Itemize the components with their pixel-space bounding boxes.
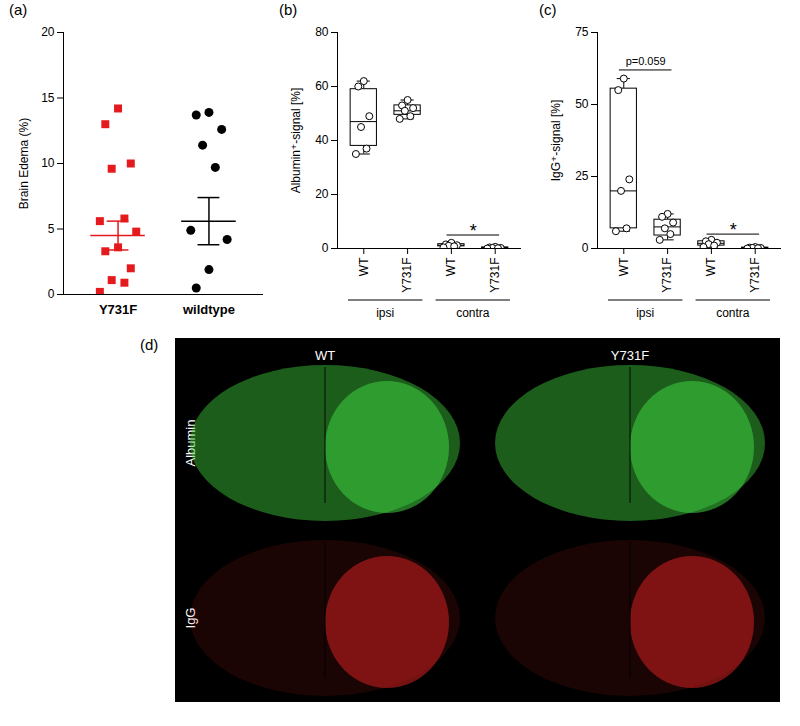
svg-text:WT: WT bbox=[617, 257, 631, 276]
svg-text:Y731F: Y731F bbox=[611, 348, 649, 363]
svg-text:0: 0 bbox=[322, 241, 329, 255]
svg-text:50: 50 bbox=[575, 97, 589, 111]
svg-text:15: 15 bbox=[41, 91, 55, 105]
svg-text:Y731F: Y731F bbox=[660, 258, 674, 293]
svg-text:Y731F: Y731F bbox=[400, 258, 414, 293]
svg-text:ipsi: ipsi bbox=[636, 306, 654, 320]
svg-text:p=0.059: p=0.059 bbox=[626, 55, 666, 67]
svg-text:*: * bbox=[730, 220, 737, 240]
svg-text:contra: contra bbox=[456, 306, 490, 320]
svg-text:WT: WT bbox=[357, 257, 371, 276]
svg-text:Y731F: Y731F bbox=[748, 258, 762, 293]
html-text:(c): (c) bbox=[539, 1, 557, 18]
svg-text:contra: contra bbox=[716, 306, 750, 320]
svg-text:10: 10 bbox=[41, 156, 55, 170]
svg-text:Y731F: Y731F bbox=[99, 302, 137, 317]
svg-text:WT: WT bbox=[444, 257, 458, 276]
svg-text:40: 40 bbox=[315, 133, 329, 147]
svg-text:WT: WT bbox=[704, 257, 718, 276]
svg-text:25: 25 bbox=[575, 169, 589, 183]
html-text:(b): (b) bbox=[279, 1, 298, 18]
svg-text:IgG⁺-signal [%]: IgG⁺-signal [%] bbox=[549, 100, 563, 182]
svg-text:wildtype: wildtype bbox=[182, 302, 235, 317]
svg-text:*: * bbox=[470, 221, 477, 241]
svg-text:Brain Edema (%): Brain Edema (%) bbox=[17, 118, 31, 209]
svg-text:5: 5 bbox=[48, 222, 55, 236]
svg-text:0: 0 bbox=[582, 241, 589, 255]
svg-text:WT: WT bbox=[315, 348, 335, 363]
svg-text:0: 0 bbox=[48, 287, 55, 301]
svg-text:Y731F: Y731F bbox=[488, 258, 502, 293]
svg-text:20: 20 bbox=[41, 25, 55, 39]
html-text:(a): (a) bbox=[9, 1, 28, 18]
svg-text:80: 80 bbox=[315, 25, 329, 39]
svg-text:ipsi: ipsi bbox=[376, 306, 394, 320]
svg-text:75: 75 bbox=[575, 25, 589, 39]
svg-text:Albumin⁺-signal [%]: Albumin⁺-signal [%] bbox=[289, 88, 303, 194]
svg-text:(d): (d) bbox=[140, 336, 158, 353]
svg-text:20: 20 bbox=[315, 187, 329, 201]
svg-text:60: 60 bbox=[315, 79, 329, 93]
